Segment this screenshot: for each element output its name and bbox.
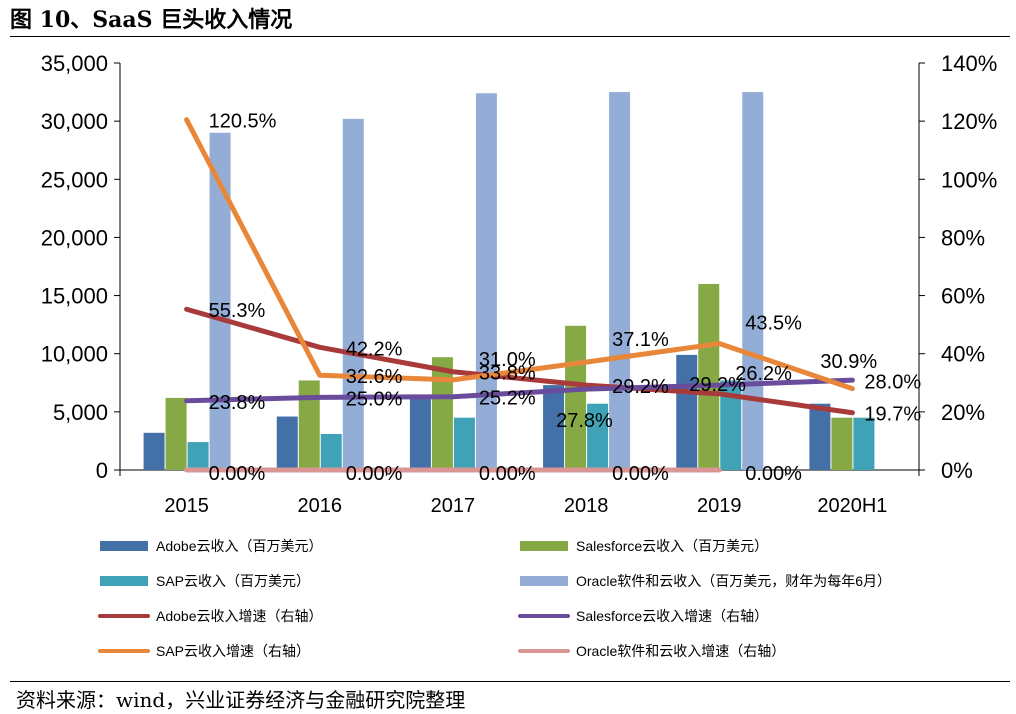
- y-left-tick-label: 15,000: [41, 284, 108, 309]
- y-right-tick-label: 40%: [941, 342, 985, 367]
- y-right-tick-label: 80%: [941, 225, 985, 250]
- y-left-tick-label: 5,000: [53, 400, 108, 425]
- x-tick-label: 2016: [298, 495, 343, 517]
- y-left-tick-label: 0: [96, 458, 108, 483]
- bar-2-2018: [587, 403, 609, 470]
- line-series-0: [184, 306, 855, 416]
- data-label-2-2015: 120.5%: [209, 111, 277, 133]
- x-tick-label: 2015: [164, 495, 209, 517]
- bar-3-2019: [742, 92, 764, 471]
- bar-3-2015: [209, 132, 231, 470]
- bar-2-2017: [453, 417, 475, 470]
- bar-1-2015: [165, 397, 187, 470]
- y-right-tick-label: 120%: [941, 109, 997, 134]
- data-label-0-2019: 26.2%: [735, 363, 792, 385]
- bar-3-2018: [609, 92, 631, 471]
- y-left-tick-label: 20,000: [41, 225, 108, 250]
- legend-label-7: Oracle软件和云收入增速（右轴）: [576, 643, 785, 659]
- bar-0-2015: [143, 432, 165, 470]
- data-label-0-2017: 33.8%: [479, 363, 536, 385]
- bar-2-2016: [320, 433, 342, 470]
- data-label-0-2016: 42.2%: [346, 338, 403, 360]
- bar-1-2017: [431, 357, 453, 470]
- data-label-2-2018: 37.1%: [612, 329, 669, 351]
- bar-1-2018: [565, 325, 587, 470]
- data-label-1-2016: 25.0%: [346, 388, 403, 410]
- source-note: 资料来源：wind，兴业证券经济与金融研究院整理: [16, 688, 466, 712]
- data-label-3-2017: 0.00%: [479, 463, 536, 485]
- legend-label-2: SAP云收入（百万美元）: [156, 573, 310, 589]
- data-label-1-2018: 27.8%: [556, 410, 613, 432]
- title-rule: [10, 36, 1010, 37]
- figure-title: 图 10、SaaS 巨头收入情况: [10, 7, 293, 33]
- bar-2-2020H1: [853, 417, 875, 470]
- line-series-1: [184, 377, 855, 404]
- y-left-tick-label: 25,000: [41, 167, 108, 192]
- legend-label-6: SAP云收入增速（右轴）: [156, 643, 310, 659]
- bar-0-2017: [409, 399, 431, 470]
- combo-chart: 0 5,000 10,000 15,000 20,000 25,000 30,000 35,0…: [41, 51, 998, 659]
- legend-label-0: Adobe云收入（百万美元）: [156, 538, 322, 554]
- bar-3-2016: [342, 118, 364, 471]
- data-label-3-2018: 0.00%: [612, 463, 669, 485]
- bar-0-2020H1: [809, 403, 831, 470]
- data-label-1-2017: 25.2%: [479, 388, 536, 410]
- bar-2-2015: [187, 442, 209, 470]
- legend-label-4: Adobe云收入增速（右轴）: [156, 608, 322, 624]
- x-tick-label: 2017: [431, 495, 476, 517]
- data-label-2-2016: 32.6%: [346, 366, 403, 388]
- bar-1-2020H1: [831, 417, 853, 470]
- bar-0-2016: [276, 416, 298, 470]
- bar-0-2019: [676, 354, 698, 470]
- bar-0-2018: [543, 385, 565, 470]
- legend-label-3: Oracle软件和云收入（百万美元，财年为每年6月）: [576, 573, 891, 589]
- data-label-2-2017: 31.0%: [479, 349, 536, 371]
- data-label-3-2016: 0.00%: [346, 463, 403, 485]
- y-right-tick-label: 140%: [941, 51, 997, 76]
- legend-label-1: Salesforce云收入（百万美元）: [576, 538, 768, 554]
- x-tick-label: 2019: [697, 495, 742, 517]
- x-tick-label: 2018: [564, 495, 609, 517]
- bar-1-2016: [298, 380, 320, 470]
- y-right-tick-label: 100%: [941, 167, 997, 192]
- y-right-tick-label: 20%: [941, 400, 985, 425]
- bar-3-2017: [475, 93, 497, 470]
- source-rule: [10, 681, 1010, 682]
- data-label-1-2015: 23.8%: [209, 392, 266, 414]
- y-right-tick-label: 0%: [941, 458, 973, 483]
- data-label-2-2019: 43.5%: [745, 313, 802, 335]
- data-label-0-2020H1: 19.7%: [864, 404, 921, 426]
- data-label-3-2015: 0.00%: [209, 463, 266, 485]
- y-left-tick-label: 30,000: [41, 109, 108, 134]
- legend-label-5: Salesforce云收入增速（右轴）: [576, 608, 768, 624]
- bar-2-2019: [720, 380, 742, 470]
- data-label-3-2019: 0.00%: [745, 463, 802, 485]
- data-label-2-2020H1: 28.0%: [864, 372, 921, 394]
- legend-swatch-0: [100, 541, 148, 551]
- legend-swatch-3: [520, 576, 568, 586]
- line-series-2: [184, 117, 855, 392]
- legend-swatch-1: [520, 541, 568, 551]
- data-label-1-2020H1: 30.9%: [820, 351, 877, 373]
- legend-swatch-2: [100, 576, 148, 586]
- bar-1-2019: [698, 283, 720, 470]
- y-right-tick-label: 60%: [941, 284, 985, 309]
- y-left-tick-label: 35,000: [41, 51, 108, 76]
- data-label-0-2015: 55.3%: [209, 300, 266, 322]
- x-tick-label: 2020H1: [817, 495, 887, 517]
- y-left-tick-label: 10,000: [41, 342, 108, 367]
- data-label-0-2018: 29.2%: [612, 376, 669, 398]
- data-label-1-2019: 29.2%: [689, 374, 746, 396]
